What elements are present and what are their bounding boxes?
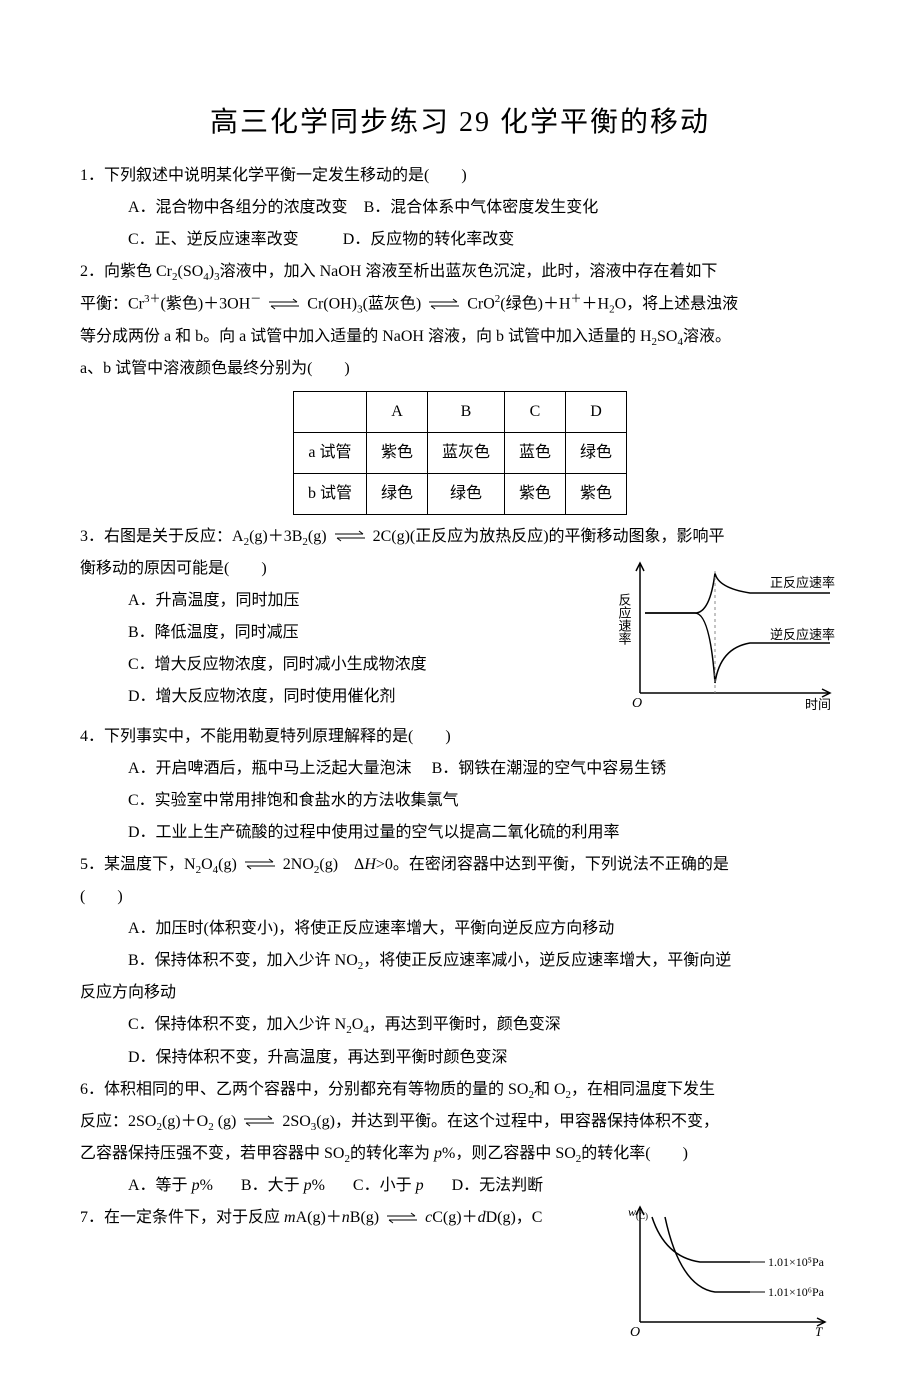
chart-origin: O — [630, 1325, 640, 1340]
equilibrium-arrow-icon — [385, 1211, 419, 1227]
table-cell: 蓝色 — [505, 432, 566, 473]
q2-line2: 平衡：Cr3＋(紫色)＋3OH－ Cr(OH)3(蓝灰色) CrO2(绿色)＋H… — [80, 288, 840, 321]
q1-opt-c: C．正、逆反应速率改变 — [128, 231, 299, 248]
table-cell: 绿色 — [566, 432, 627, 473]
chart-xlabel: 时间 — [805, 697, 831, 712]
table-cell: a 试管 — [293, 432, 366, 473]
q5-stem: 5．某温度下，N2O4(g) 2NO2(g) ΔH>0。在密闭容器中达到平衡，下… — [80, 849, 840, 881]
chart-xlabel: T — [815, 1324, 823, 1339]
equilibrium-arrow-icon — [333, 529, 367, 545]
q3-rate-chart: 反应速率 时间 O 正反应速率 逆反应速率 — [610, 553, 840, 713]
equilibrium-arrow-icon — [267, 297, 301, 313]
q4-opt-a: A．开启啤酒后，瓶中马上泛起大量泡沫 — [128, 760, 412, 777]
q6-line1: 6．体积相同的甲、乙两个容器中，分别都充有等物质的量的 SO2和 O2，在相同温… — [80, 1074, 840, 1106]
table-header: C — [505, 391, 566, 432]
chart-origin: O — [632, 696, 642, 711]
q7-wc-chart: w (C) T O 1.01×10⁵Pa 1.01×10⁶Pa — [610, 1202, 840, 1342]
table-cell: 蓝灰色 — [427, 432, 504, 473]
page-title: 高三化学同步练习 29 化学平衡的移动 — [80, 100, 840, 140]
curve-label-2: 1.01×10⁶Pa — [768, 1285, 825, 1299]
q4-opt-d: D．工业上生产硫酸的过程中使用过量的空气以提高二氧化硫的利用率 — [80, 817, 840, 849]
q5-stem2: ( ) — [80, 881, 840, 913]
q4-opt-c: C．实验室中常用排饱和食盐水的方法收集氯气 — [80, 785, 840, 817]
q6-opt-c: C．小于 p — [353, 1170, 424, 1202]
table-cell: 绿色 — [427, 473, 504, 514]
q5-opt-b2: 反应方向移动 — [80, 977, 840, 1009]
q6-opt-a: A．等于 p% — [128, 1170, 213, 1202]
chart-ylabel: w — [628, 1205, 636, 1219]
curve-label-reverse: 逆反应速率 — [770, 627, 835, 642]
q6-line2: 反应：2SO2(g)＋O2 (g) 2SO3(g)，并达到平衡。在这个过程中，甲… — [80, 1106, 840, 1138]
table-header — [293, 391, 366, 432]
table-header: A — [366, 391, 427, 432]
q5-opt-a: A．加压时(体积变小)，将使正反应速率增大，平衡向逆反应方向移动 — [80, 913, 840, 945]
equilibrium-arrow-icon — [243, 857, 277, 873]
table-cell: 紫色 — [505, 473, 566, 514]
equilibrium-arrow-icon — [427, 297, 461, 313]
q2-line3: 等分成两份 a 和 b。向 a 试管中加入适量的 NaOH 溶液，向 b 试管中… — [80, 321, 840, 353]
table-header: D — [566, 391, 627, 432]
equilibrium-arrow-icon — [242, 1114, 276, 1130]
q1-stem: 1．下列叙述中说明某化学平衡一定发生移动的是( ) — [80, 160, 840, 192]
q1-opt-b: B．混合体系中气体密度发生变化 — [364, 199, 599, 216]
chart-ylabel-sub: (C) — [636, 1211, 648, 1221]
q1-opt-a: A．混合物中各组分的浓度改变 — [128, 199, 348, 216]
q1-opt-d: D．反应物的转化率改变 — [343, 231, 515, 248]
chart-ylabel: 反应速率 — [617, 593, 632, 645]
q2-line4: a、b 试管中溶液颜色最终分别为( ) — [80, 353, 840, 385]
table-cell: 绿色 — [366, 473, 427, 514]
curve-label-forward: 正反应速率 — [770, 575, 835, 590]
q4-opt-b: B．钢铁在潮湿的空气中容易生锈 — [432, 760, 667, 777]
q2-stem: 2．向紫色 Cr2(SO4)3溶液中，加入 NaOH 溶液至析出蓝灰色沉淀，此时… — [80, 256, 840, 288]
table-cell: b 试管 — [293, 473, 366, 514]
q6-opt-b: B．大于 p% — [241, 1170, 325, 1202]
curve-label-1: 1.01×10⁵Pa — [768, 1255, 825, 1269]
q6-opt-d: D．无法判断 — [452, 1170, 544, 1202]
q4-stem: 4．下列事实中，不能用勒夏特列原理解释的是( ) — [80, 721, 840, 753]
q2-table: A B C D a 试管 紫色 蓝灰色 蓝色 绿色 b 试管 绿色 绿色 紫色 … — [293, 391, 627, 515]
table-cell: 紫色 — [366, 432, 427, 473]
q5-opt-c: C．保持体积不变，加入少许 N2O4，再达到平衡时，颜色变深 — [80, 1009, 840, 1041]
q5-opt-d: D．保持体积不变，升高温度，再达到平衡时颜色变深 — [80, 1042, 840, 1074]
q3-stem-line1: 3．右图是关于反应：A2(g)＋3B2(g) 2C(g)(正反应为放热反应)的平… — [80, 521, 840, 553]
table-header: B — [427, 391, 504, 432]
q5-opt-b: B．保持体积不变，加入少许 NO2，将使正反应速率减小，逆反应速率增大，平衡向逆 — [80, 945, 840, 977]
table-cell: 紫色 — [566, 473, 627, 514]
q6-line3: 乙容器保持压强不变，若甲容器中 SO2的转化率为 p%，则乙容器中 SO2的转化… — [80, 1138, 840, 1170]
